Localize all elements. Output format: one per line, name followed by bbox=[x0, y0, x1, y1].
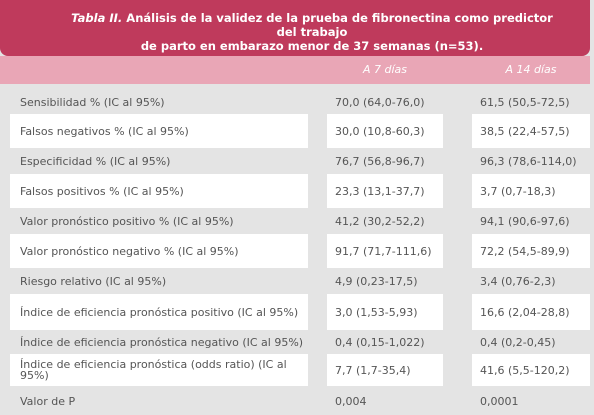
column-header-7-days: A 7 días bbox=[362, 63, 408, 76]
value-7-days: 76,7 (56,8-96,7) bbox=[327, 150, 443, 172]
value-14-days: 41,6 (5,5-120,2) bbox=[472, 354, 590, 386]
value-7-days: 30,0 (10,8-60,3) bbox=[327, 114, 443, 148]
value-7-days: 91,7 (71,7-111,6) bbox=[327, 234, 443, 268]
value-14-days: 3,7 (0,7-18,3) bbox=[472, 174, 590, 208]
table-row: Especificidad % (IC al 95%) 76,7 (56,8-9… bbox=[0, 150, 594, 172]
value-14-days: 61,5 (50,5-72,5) bbox=[472, 92, 590, 112]
row-label: Valor pronóstico negativo % (IC al 95%) bbox=[10, 234, 308, 268]
value-7-days: 23,3 (13,1-37,7) bbox=[327, 174, 443, 208]
title-line-2: de parto en embarazo menor de 37 semanas… bbox=[140, 39, 484, 53]
table-row: Valor pronóstico positivo % (IC al 95%) … bbox=[0, 210, 594, 232]
value-14-days: 16,6 (2,04-28,8) bbox=[472, 294, 590, 330]
column-header-row: A 7 días A 14 días bbox=[0, 56, 590, 84]
table-row: Falsos positivos % (IC al 95%) 23,3 (13,… bbox=[0, 174, 594, 208]
row-label: Índice de eficiencia pronóstica positivo… bbox=[10, 294, 308, 330]
row-label: Valor de P bbox=[10, 388, 308, 415]
value-7-days: 3,0 (1,53-5,93) bbox=[327, 294, 443, 330]
value-7-days: 7,7 (1,7-35,4) bbox=[327, 354, 443, 386]
value-14-days: 72,2 (54,5-89,9) bbox=[472, 234, 590, 268]
table-row: Valor pronóstico negativo % (IC al 95%) … bbox=[0, 234, 594, 268]
value-7-days: 70,0 (64,0-76,0) bbox=[327, 92, 443, 112]
table-row: Riesgo relativo (IC al 95%) 4,9 (0,23-17… bbox=[0, 270, 594, 292]
value-14-days: 0,4 (0,2-0,45) bbox=[472, 332, 590, 352]
row-label: Sensibilidad % (IC al 95%) bbox=[10, 92, 308, 112]
row-label: Índice de eficiencia pronóstica (odds ra… bbox=[10, 354, 308, 386]
value-14-days: 3,4 (0,76-2,3) bbox=[472, 270, 590, 292]
table-title-bar: Tabla II. Análisis de la validez de la p… bbox=[0, 0, 590, 56]
value-14-days: 94,1 (90,6-97,6) bbox=[472, 210, 590, 232]
value-7-days: 41,2 (30,2-52,2) bbox=[327, 210, 443, 232]
value-7-days: 4,9 (0,23-17,5) bbox=[327, 270, 443, 292]
table-row: Sensibilidad % (IC al 95%) 70,0 (64,0-76… bbox=[0, 92, 594, 112]
table-row: Valor de P 0,004 0,0001 bbox=[0, 388, 594, 415]
row-label: Falsos positivos % (IC al 95%) bbox=[10, 174, 308, 208]
table-number: Tabla II. bbox=[71, 11, 123, 25]
table-row: Índice de eficiencia pronóstica positivo… bbox=[0, 294, 594, 330]
table-row: Índice de eficiencia pronóstica negativo… bbox=[0, 332, 594, 352]
title-line-1: Análisis de la validez de la prueba de f… bbox=[126, 11, 553, 39]
table-row: Falsos negativos % (IC al 95%) 30,0 (10,… bbox=[0, 114, 594, 148]
row-label: Valor pronóstico positivo % (IC al 95%) bbox=[10, 210, 308, 232]
row-label: Falsos negativos % (IC al 95%) bbox=[10, 114, 308, 148]
value-14-days: 0,0001 bbox=[472, 388, 590, 415]
value-14-days: 38,5 (22,4-57,5) bbox=[472, 114, 590, 148]
value-7-days: 0,4 (0,15-1,022) bbox=[327, 332, 443, 352]
row-label: Especificidad % (IC al 95%) bbox=[10, 150, 308, 172]
row-label: Riesgo relativo (IC al 95%) bbox=[10, 270, 308, 292]
value-7-days: 0,004 bbox=[327, 388, 443, 415]
value-14-days: 96,3 (78,6-114,0) bbox=[472, 150, 590, 172]
table-title: Tabla II. Análisis de la validez de la p… bbox=[62, 11, 562, 53]
row-label: Índice de eficiencia pronóstica negativo… bbox=[10, 332, 308, 352]
table-row: Índice de eficiencia pronóstica (odds ra… bbox=[0, 354, 594, 386]
column-header-14-days: A 14 días bbox=[505, 63, 557, 76]
